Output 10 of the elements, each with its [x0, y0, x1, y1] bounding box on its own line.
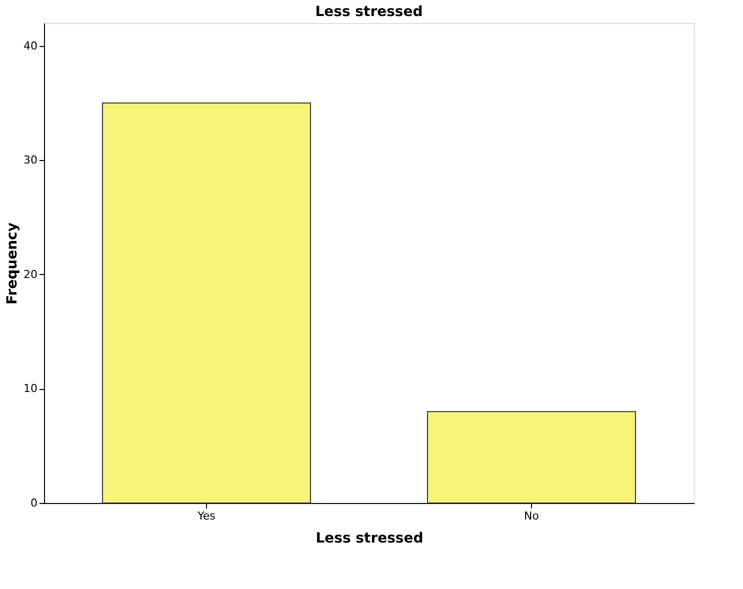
- y-tick-label: 10: [24, 382, 38, 396]
- y-tick-label: 30: [24, 154, 38, 167]
- y-tick-label: 40: [24, 39, 38, 52]
- x-tick-label: Yes: [196, 510, 216, 522]
- y-axis-title: Frequency: [4, 222, 21, 304]
- chart-title: Less stressed: [315, 4, 423, 20]
- y-tick-label: 20: [24, 268, 38, 281]
- y-tick-label: 0: [30, 496, 38, 510]
- x-tick-label: No: [524, 510, 540, 522]
- x-axis-title: Less stressed: [316, 530, 424, 546]
